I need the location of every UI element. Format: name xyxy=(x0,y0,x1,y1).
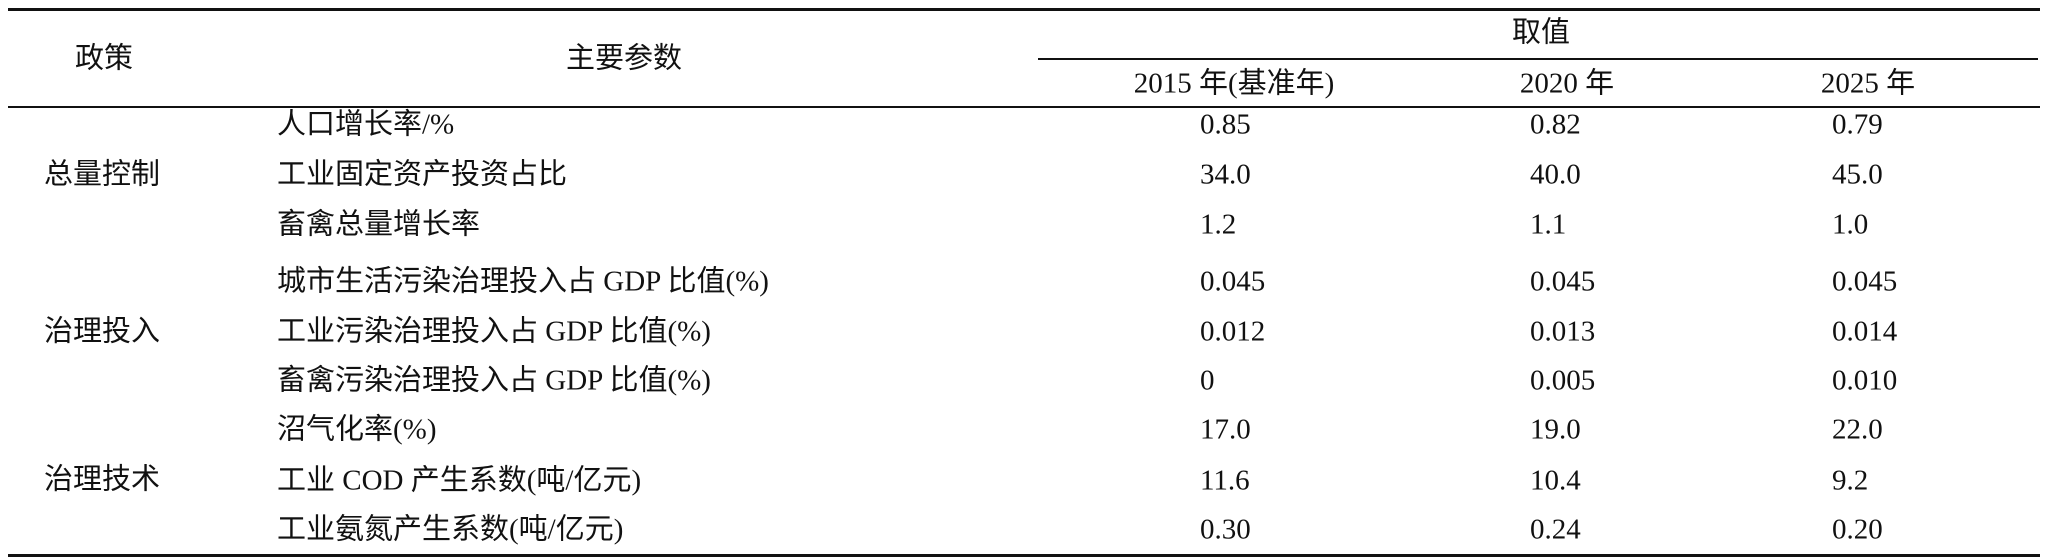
param-label: 人口增长率/% xyxy=(277,108,455,141)
value-cell: 34.0 xyxy=(1200,158,1251,191)
value-cell: 0.045 xyxy=(1832,265,1898,298)
param-label: 工业 COD 产生系数(吨/亿元) xyxy=(277,464,642,497)
value-cell: 40.0 xyxy=(1530,158,1581,191)
value-cell: 0.012 xyxy=(1200,315,1266,348)
value-cell: 45.0 xyxy=(1832,158,1883,191)
header-params: 主要参数 xyxy=(565,42,683,75)
param-label: 工业固定资产投资占比 xyxy=(277,158,568,191)
value-cell: 0.013 xyxy=(1530,315,1596,348)
header-year: 2015 年(基准年) xyxy=(1133,67,1335,100)
value-cell: 17.0 xyxy=(1200,413,1251,446)
header-values: 取值 xyxy=(1511,16,1571,49)
value-cell: 19.0 xyxy=(1530,413,1581,446)
header-year: 2025 年 xyxy=(1820,67,1916,100)
value-cell: 9.2 xyxy=(1832,464,1869,497)
value-cell: 1.1 xyxy=(1530,208,1567,241)
value-cell: 11.6 xyxy=(1200,464,1250,497)
value-cell: 0 xyxy=(1200,364,1215,397)
value-cell: 0.045 xyxy=(1200,265,1266,298)
param-label: 畜禽总量增长率 xyxy=(277,208,481,241)
param-label: 畜禽污染治理投入占 GDP 比值(%) xyxy=(277,364,711,397)
group-label: 治理技术 xyxy=(44,463,161,496)
value-cell: 0.045 xyxy=(1530,265,1596,298)
top-rule xyxy=(8,8,2040,11)
value-cell: 0.20 xyxy=(1832,513,1883,546)
value-cell: 0.79 xyxy=(1832,108,1883,141)
value-cell: 1.0 xyxy=(1832,208,1869,241)
values-rule xyxy=(1038,58,2038,60)
value-cell: 0.010 xyxy=(1832,364,1898,397)
value-cell: 1.2 xyxy=(1200,208,1237,241)
value-cell: 0.82 xyxy=(1530,108,1581,141)
group-label: 治理投入 xyxy=(44,315,161,347)
header-year: 2020 年 xyxy=(1519,67,1615,100)
value-cell: 0.30 xyxy=(1200,513,1251,546)
param-label: 沼气化率(%) xyxy=(277,413,437,446)
param-label: 城市生活污染治理投入占 GDP 比值(%) xyxy=(277,265,769,298)
param-label: 工业污染治理投入占 GDP 比值(%) xyxy=(277,315,711,348)
value-cell: 0.85 xyxy=(1200,108,1251,141)
param-label: 工业氨氮产生系数(吨/亿元) xyxy=(277,513,624,546)
value-cell: 10.4 xyxy=(1530,464,1581,497)
bottom-rule xyxy=(8,554,2040,557)
value-cell: 0.24 xyxy=(1530,513,1581,546)
value-cell: 22.0 xyxy=(1832,413,1883,446)
group-label: 总量控制 xyxy=(44,158,161,191)
header-policy: 政策 xyxy=(74,42,134,75)
header-rule xyxy=(8,106,2040,108)
value-cell: 0.014 xyxy=(1832,315,1898,348)
value-cell: 0.005 xyxy=(1530,364,1596,397)
